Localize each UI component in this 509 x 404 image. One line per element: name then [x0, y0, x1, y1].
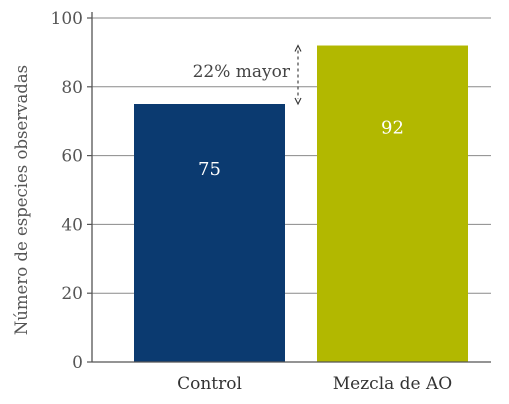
bar	[134, 104, 285, 362]
x-category-label: Control	[177, 374, 242, 394]
x-category-label: Mezcla de AO	[333, 374, 452, 394]
annotation-arrowhead-top	[294, 44, 302, 52]
bars: 75 92	[134, 45, 468, 363]
difference-annotation: 22% mayor	[193, 44, 302, 106]
y-tick-label: 60	[61, 147, 83, 167]
y-tick-label: 80	[61, 78, 83, 98]
annotation-arrowhead-bottom	[294, 97, 302, 106]
bar	[317, 45, 468, 363]
y-tick-labels: 0 20 40 60 80 100	[51, 9, 83, 373]
bar-value-label: 75	[198, 159, 221, 180]
x-category-labels: Control Mezcla de AO	[177, 374, 452, 394]
bar-value-label: 92	[381, 118, 404, 139]
y-axis-title: Número de especies observadas	[12, 65, 31, 335]
annotation-label: 22% mayor	[193, 62, 291, 82]
y-tick-label: 20	[61, 284, 83, 304]
y-tick-label: 40	[61, 215, 83, 235]
axes	[87, 12, 491, 363]
y-tick-label: 100	[51, 9, 83, 29]
y-tick-label: 0	[72, 353, 83, 373]
